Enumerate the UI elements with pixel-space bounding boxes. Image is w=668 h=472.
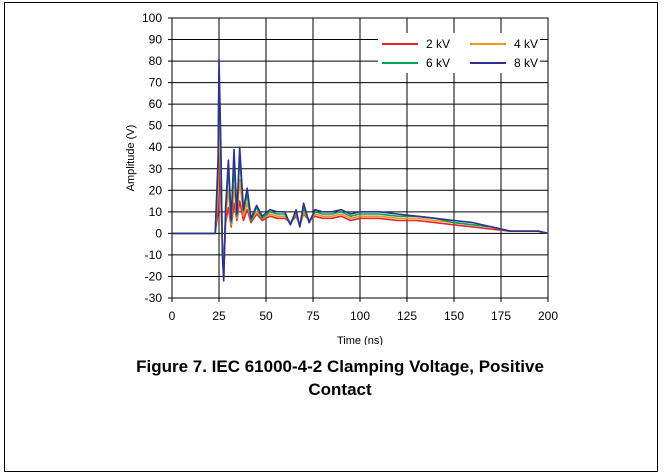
x-tick-label: 50: [259, 309, 273, 323]
y-tick-label: 100: [142, 11, 162, 25]
series-line-8-kv: [172, 58, 549, 282]
legend: 2 kV 4 kV 6 kV 8 kV: [378, 33, 540, 73]
x-tick-label: 150: [444, 309, 464, 323]
axes: -30 -20 -10 0 10 20 30 40 50 60 70 80 90 100 0 25 50 75 10…: [125, 11, 558, 345]
chart: -30 -20 -10 0 10 20 30 40 50 60 70 80 90 100 0 25 50 75 10…: [125, 11, 558, 345]
x-tick-label: 200: [538, 309, 558, 323]
figure-caption-line-1: Figure 7. IEC 61000-4-2 Clamping Voltage…: [136, 357, 544, 376]
y-tick-label: 90: [149, 33, 163, 47]
series-group: [172, 58, 549, 282]
y-tick-label: 70: [149, 76, 163, 90]
y-tick-label: -10: [145, 248, 163, 262]
y-tick-label: -20: [145, 269, 163, 283]
x-axis-label: Time (ns): [337, 335, 383, 345]
legend-label: 6 kV: [426, 56, 450, 70]
y-axis-label: Amplitude (V): [125, 125, 137, 192]
x-tick-label: 25: [212, 309, 226, 323]
legend-label: 8 kV: [514, 56, 538, 70]
y-tick-label: 20: [149, 183, 163, 197]
x-tick-label: 175: [491, 309, 511, 323]
y-tick-label: -30: [145, 291, 163, 305]
y-tick-label: 50: [149, 119, 163, 133]
y-tick-label: 40: [149, 140, 163, 154]
x-tick-label: 100: [350, 309, 370, 323]
x-tick-label: 75: [306, 309, 320, 323]
figure-caption-line-2: Contact: [308, 380, 372, 399]
y-tick-label: 30: [149, 162, 163, 176]
x-tick-label: 125: [397, 309, 417, 323]
x-tick-label: 0: [169, 309, 176, 323]
y-tick-label: 10: [149, 205, 163, 219]
y-tick-label: 0: [155, 226, 162, 240]
y-tick-label: 80: [149, 54, 163, 68]
legend-label: 4 kV: [514, 37, 538, 51]
legend-label: 2 kV: [426, 37, 450, 51]
y-tick-label: 60: [149, 97, 163, 111]
legend-box: [378, 33, 540, 73]
